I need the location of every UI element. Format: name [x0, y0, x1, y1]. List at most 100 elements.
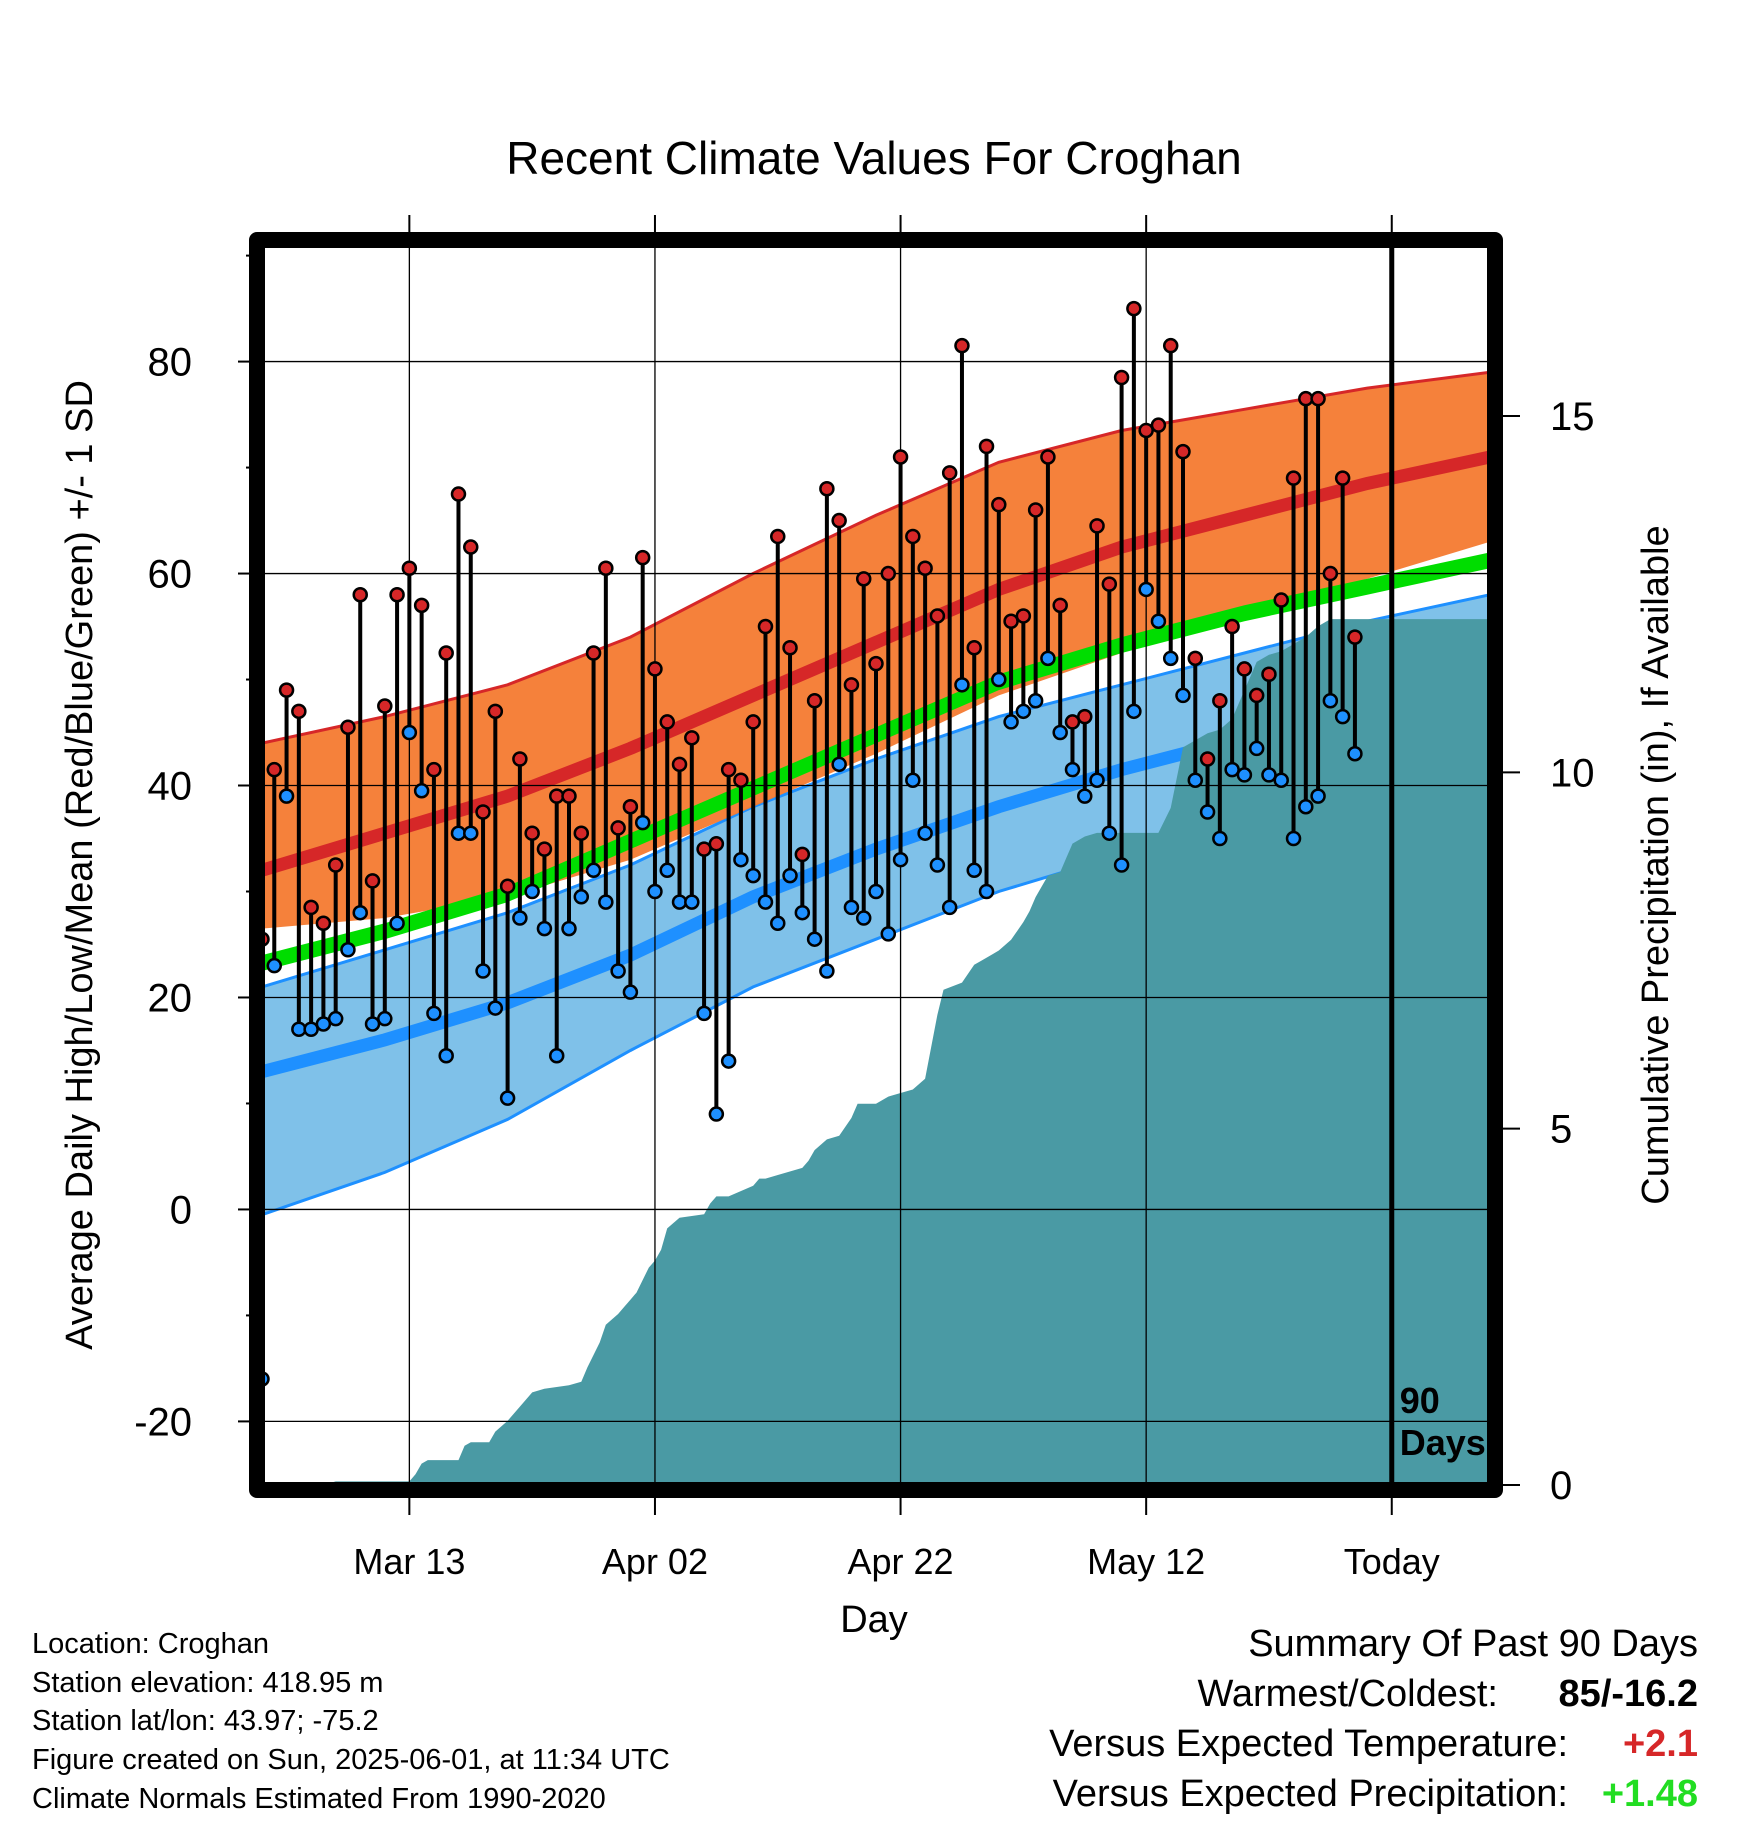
summary-temp-value: +2.1 [1622, 1723, 1698, 1765]
daily-high-point [1015, 608, 1032, 624]
daily-high-point [622, 798, 639, 815]
daily-high-point [1162, 337, 1179, 354]
daily-low-point [966, 862, 982, 879]
daily-low-point [561, 920, 577, 937]
daily-high-point [831, 512, 847, 529]
daily-high-point [303, 899, 319, 916]
daily-low-point [1261, 767, 1277, 783]
daily-low-point [868, 883, 884, 900]
daily-low-point [892, 851, 909, 868]
daily-low-point [880, 926, 897, 942]
chart-title: Recent Climate Values For Croghan [506, 132, 1241, 184]
footer-created: Figure created on Sun, 2025-06-01, at 11… [32, 1744, 670, 1776]
daily-low-point [634, 814, 651, 831]
daily-low-point [499, 1090, 516, 1106]
daily-high-point [1003, 613, 1019, 629]
daily-high-point [1347, 629, 1363, 645]
daily-low-point [598, 894, 614, 910]
daily-low-point [708, 1106, 725, 1122]
summary-temp-label: Versus Expected Temperature: [1049, 1723, 1568, 1765]
daily-low-point [364, 1016, 381, 1032]
daily-low-point [573, 889, 590, 905]
daily-high-point [512, 751, 528, 767]
daily-high-point [1089, 518, 1105, 534]
summary-precip-label: Versus Expected Precipitation: [1052, 1773, 1568, 1815]
daily-low-point [831, 756, 847, 773]
daily-high-point [438, 645, 454, 661]
x-tick-label: Apr 22 [848, 1541, 954, 1582]
daily-low-point [1040, 650, 1056, 667]
daily-high-point [954, 337, 970, 354]
daily-low-point [585, 862, 602, 879]
daily-low-point [757, 894, 774, 910]
daily-high-point [1285, 470, 1302, 486]
daily-low-point [720, 1053, 737, 1069]
daily-low-point [843, 899, 860, 916]
daily-high-point [1248, 687, 1265, 704]
daily-high-point [892, 449, 909, 465]
daily-high-point [855, 571, 872, 587]
daily-high-point [524, 825, 540, 841]
daily-low-point [1334, 708, 1351, 725]
daily-high-point [941, 465, 958, 481]
daily-high-point [733, 772, 749, 788]
daily-high-point [634, 549, 651, 566]
daily-low-point [1310, 788, 1326, 804]
footer-latlon: Station lat/lon: 43.97; -75.2 [32, 1705, 379, 1737]
daily-low-point [315, 1016, 332, 1032]
daily-low-point [1347, 745, 1363, 762]
daily-high-point [659, 714, 675, 730]
y-tick-label: 0 [170, 1188, 192, 1232]
y-axis-label: Average Daily High/Low/Mean (Red/Blue/Gr… [59, 380, 101, 1350]
daily-low-point [548, 1048, 565, 1064]
daily-low-point [266, 957, 283, 974]
x-tick-label: Mar 13 [353, 1541, 465, 1582]
daily-high-point [1113, 369, 1130, 386]
daily-low-point [855, 910, 872, 926]
daily-high-point [757, 618, 774, 635]
y2-tick-label: 5 [1550, 1108, 1572, 1152]
summary-warmest-value: 85/-16.2 [1558, 1673, 1698, 1715]
daily-high-point [340, 719, 356, 735]
daily-low-point [978, 883, 995, 900]
daily-low-point [278, 788, 295, 804]
daily-low-point [929, 857, 946, 873]
daily-high-point [1101, 576, 1118, 592]
normal-high-upper-edge [262, 370, 1490, 745]
daily-high-point [880, 565, 897, 582]
today-label-line2: Days [1400, 1422, 1486, 1463]
footer-elevation: Station elevation: 418.95 m [32, 1667, 384, 1699]
daily-high-point [806, 692, 823, 709]
daily-high-point [278, 682, 295, 698]
daily-low-point [303, 1021, 319, 1038]
daily-low-point [745, 867, 761, 884]
daily-low-point [389, 915, 405, 932]
daily-high-point [978, 438, 995, 455]
summary-precip-value: +1.48 [1601, 1773, 1698, 1815]
daily-high-point [1077, 708, 1093, 725]
daily-high-point [684, 730, 700, 746]
daily-high-point [364, 873, 381, 889]
daily-low-point [1285, 830, 1302, 847]
daily-high-point [401, 560, 418, 576]
daily-low-point [1187, 772, 1204, 788]
daily-low-point [512, 910, 528, 926]
daily-low-point [1322, 692, 1339, 709]
daily-high-point [1236, 661, 1253, 677]
summary-heading: Summary Of Past 90 Days [1248, 1623, 1698, 1665]
daily-high-point [266, 761, 283, 778]
daily-low-point [1101, 825, 1118, 841]
daily-low-point [1064, 761, 1081, 778]
y-tick-label: 60 [148, 553, 193, 597]
daily-low-point [536, 920, 553, 937]
x-tick-label: Today [1344, 1541, 1440, 1582]
daily-high-point [585, 645, 602, 661]
daily-low-point [475, 963, 491, 979]
daily-high-point [1187, 650, 1204, 667]
daily-low-point [438, 1048, 454, 1064]
y-tick-label: 40 [148, 765, 193, 809]
daily-high-point [598, 560, 614, 576]
daily-high-point [1138, 422, 1154, 439]
daily-high-point [315, 915, 332, 932]
